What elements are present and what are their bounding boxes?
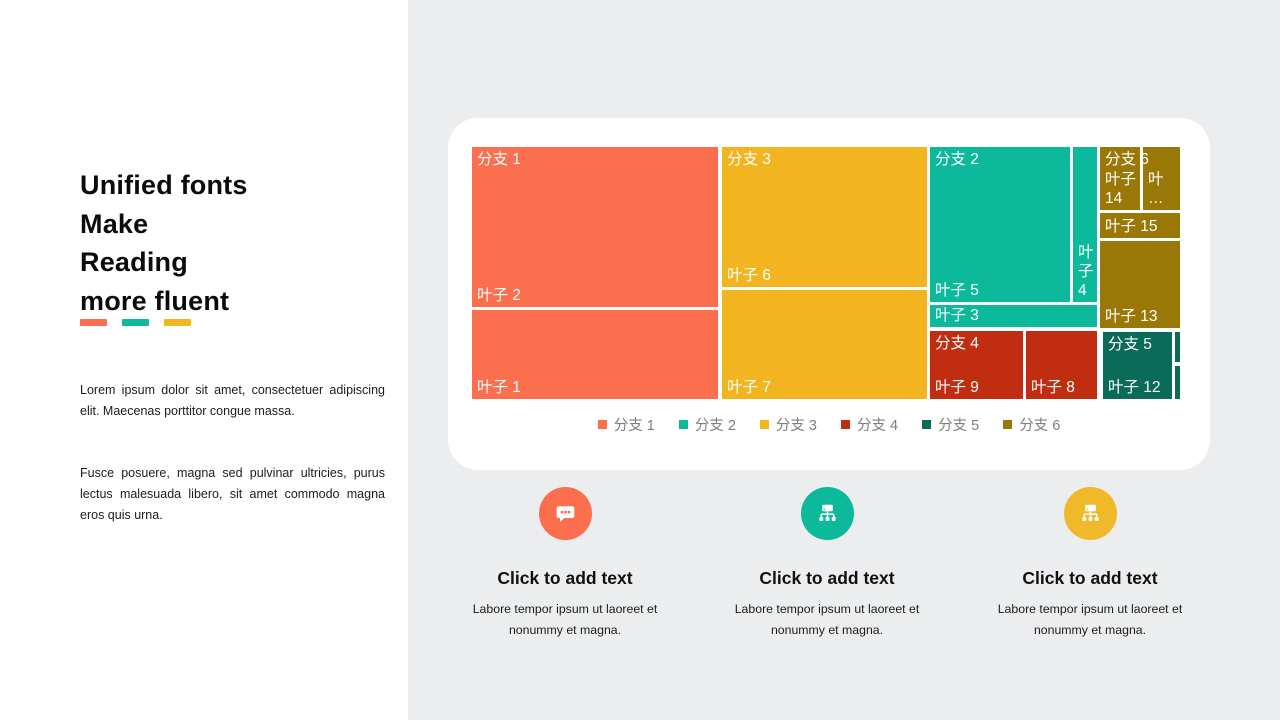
treemap-cell: 叶子 8 [1026, 331, 1097, 399]
treemap-leaf-label: 叶子 4 [1078, 244, 1094, 299]
legend-label: 分支 6 [1019, 417, 1061, 434]
treemap-leaf-label: 叶子 5 [935, 282, 979, 299]
legend-label: 分支 2 [694, 417, 736, 434]
treemap-cell: 叶子 4 [1073, 147, 1097, 302]
treemap-branch-label: 分支 5 [1108, 336, 1152, 353]
treemap-leaf-label: 叶子 1 [477, 379, 521, 396]
legend-label: 分支 3 [775, 417, 817, 434]
treemap-chart: 叶子 2 叶子 1 叶子 6 叶子 7 叶子 5 叶子 4 叶子 3 叶子 9 叶子 8 叶子 1… [472, 147, 1180, 399]
feature-title-placeholder[interactable]: Click to add text [1022, 568, 1158, 588]
legend-marker [759, 419, 769, 429]
treemap-cell: 叶子 2 [472, 147, 718, 307]
treemap-branch-label: 分支 6 [1105, 151, 1149, 168]
feature-description: Labore tempor ipsum ut laoreet et nonumm… [734, 602, 920, 637]
legend-marker [678, 419, 688, 429]
treemap-chart-card: 叶子 2 叶子 1 叶子 6 叶子 7 叶子 5 叶子 4 叶子 3 叶子 9 叶子 8 叶子 1… [448, 118, 1210, 470]
treemap-branch-label: 分支 4 [935, 335, 979, 352]
treemap-cell: 叶子 13 [1100, 241, 1180, 328]
legend-marker [841, 419, 850, 429]
legend-marker [1003, 419, 1013, 429]
treemap-leaf-label: 叶子 3 [935, 307, 979, 324]
treemap-cell: 叶子 9 [930, 331, 1023, 399]
sitemap-icon-glyph [1081, 504, 1099, 521]
treemap-leaf-label: 叶 … [1148, 171, 1164, 207]
treemap-leaf-label: 叶子 7 [727, 379, 771, 396]
accent-dash [80, 319, 107, 326]
accent-dash [122, 319, 149, 326]
legend-item: 分支 6 [1003, 414, 1060, 435]
body-paragraph-2: Fusce posuere, magna sed pulvinar ultric… [80, 466, 385, 522]
treemap-cell: 叶子 1 [472, 310, 718, 399]
treemap-leaf-label: 叶子 6 [727, 267, 771, 284]
treemap-cell: 叶 … [1143, 147, 1180, 210]
legend-item: 分支 2 [678, 414, 736, 435]
legend-item: 分支 1 [597, 414, 655, 435]
chart-legend: 分支 1 分支 2 分支 3 分支 4 分支 5 分支 6 [448, 413, 1210, 435]
treemap-branch-label: 分支 3 [727, 151, 771, 168]
treemap-leaf-label: 叶子 9 [935, 379, 979, 396]
treemap-cell: 叶子 5 [930, 147, 1070, 302]
chat-icon-glyph [556, 506, 574, 522]
feature-column-2: Click to add text Labore tempor ipsum ut… [677, 487, 977, 641]
legend-marker [922, 419, 932, 429]
sitemap-icon-glyph [818, 504, 836, 521]
treemap-cell: 叶子 7 [722, 290, 927, 399]
treemap-branch-label: 分支 1 [477, 151, 521, 168]
treemap-cell: 叶子 12 [1103, 332, 1172, 399]
accent-dash-row [80, 319, 191, 326]
legend-label: 分支 4 [857, 417, 899, 434]
legend-item: 分支 5 [922, 414, 979, 435]
chat-icon [538, 487, 592, 540]
feature-column-3: Click to add text Labore tempor ipsum ut… [940, 487, 1240, 641]
treemap-cell: 叶子 6 [722, 147, 927, 287]
sitemap-icon [1063, 487, 1117, 540]
treemap-cell: 叶子 15 [1100, 213, 1180, 238]
treemap-leaf-label: 叶子 14 [1105, 171, 1137, 207]
treemap-leaf-label: 叶子 15 [1105, 218, 1158, 235]
sitemap-icon [800, 487, 854, 540]
legend-label: 分支 1 [613, 417, 655, 434]
legend-item: 分支 3 [759, 414, 817, 435]
treemap-leaf-label: 叶子 2 [477, 287, 521, 304]
treemap-cell [1175, 332, 1180, 362]
treemap-cell [1175, 366, 1180, 399]
treemap-branch-label: 分支 2 [935, 151, 979, 168]
feature-column-1: Click to add text Labore tempor ipsum ut… [415, 487, 715, 641]
feature-description: Labore tempor ipsum ut laoreet et nonumm… [472, 602, 658, 637]
feature-title-placeholder[interactable]: Click to add text [759, 568, 895, 588]
legend-item: 分支 4 [841, 414, 898, 435]
treemap-cell: 叶子 14 [1100, 147, 1140, 210]
body-paragraph-1: Lorem ipsum dolor sit amet, consectetuer… [80, 383, 385, 418]
legend-marker [597, 419, 607, 429]
page-title: Unified fonts Make Reading more fluent [80, 170, 248, 316]
accent-dash [164, 319, 191, 326]
treemap-cell: 叶子 3 [930, 305, 1097, 327]
feature-description: Labore tempor ipsum ut laoreet et nonumm… [997, 602, 1183, 637]
treemap-leaf-label: 叶子 13 [1105, 308, 1158, 325]
left-text-panel: Unified fonts Make Reading more fluent Lore… [0, 0, 408, 720]
legend-label: 分支 5 [938, 417, 980, 434]
treemap-leaf-label: 叶子 12 [1108, 379, 1161, 396]
treemap-leaf-label: 叶子 8 [1031, 379, 1075, 396]
feature-title-placeholder[interactable]: Click to add text [497, 568, 633, 588]
